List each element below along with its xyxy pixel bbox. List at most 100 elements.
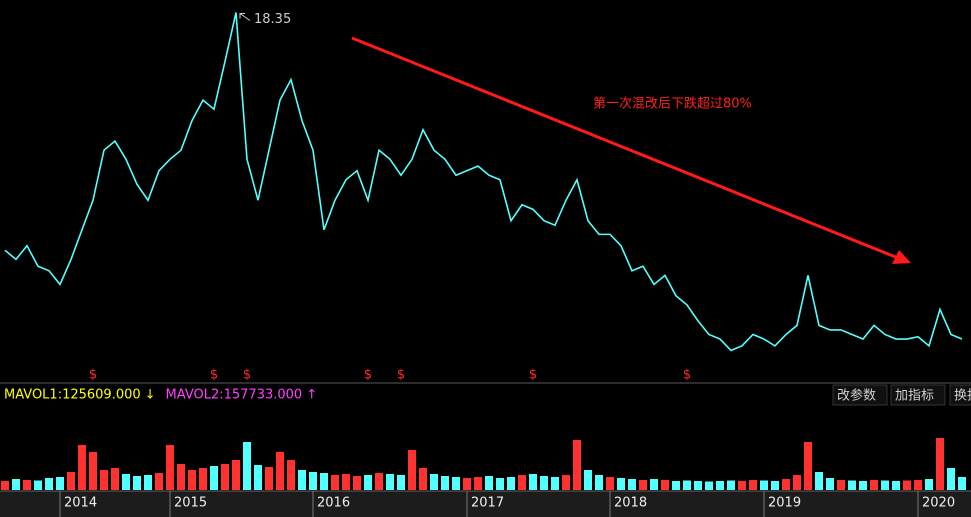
- volume-bar: [463, 478, 471, 490]
- volume-bar: [848, 480, 856, 490]
- volume-bar: [188, 470, 196, 490]
- volume-bar: [221, 464, 229, 490]
- volume-bar: [408, 450, 416, 490]
- volume-bar: [903, 480, 911, 490]
- volume-bar: [320, 473, 328, 490]
- volume-bar: [232, 460, 240, 490]
- x-axis-strip: [0, 491, 971, 517]
- volume-bar: [694, 481, 702, 490]
- volume-bar: [133, 476, 141, 490]
- volume-bar: [529, 474, 537, 490]
- volume-bar: [518, 475, 526, 490]
- volume-bar: [870, 480, 878, 490]
- event-marker: $: [210, 368, 218, 383]
- volume-bar: [166, 445, 174, 490]
- peak-pointer-head: [239, 13, 245, 19]
- volume-bar: [155, 473, 163, 490]
- volume-bar: [540, 476, 548, 490]
- volume-bar: [144, 475, 152, 490]
- toolbar-button[interactable]: 换指标: [954, 389, 971, 404]
- toolbar-button-bg: [949, 384, 971, 406]
- toolbar-button[interactable]: 加指标: [895, 389, 934, 404]
- x-tick-label: 2014: [64, 496, 97, 511]
- volume-bar: [67, 472, 75, 490]
- trend-arrow: [351, 36, 899, 260]
- volume-bar: [496, 478, 504, 490]
- volume-bar: [199, 468, 207, 490]
- toolbar-button-bg: [832, 384, 888, 406]
- volume-bar: [815, 472, 823, 490]
- volume-bar: [111, 468, 119, 490]
- indicator-arrow: ↓: [145, 388, 156, 403]
- volume-bar: [551, 477, 559, 490]
- volume-bar: [650, 479, 658, 490]
- volume-bar: [771, 481, 779, 490]
- x-tick-label: 2020: [922, 496, 955, 511]
- volume-bar: [804, 442, 812, 490]
- volume-bar: [45, 478, 53, 490]
- volume-bar: [914, 480, 922, 490]
- volume-bar: [859, 481, 867, 490]
- volume-bar: [727, 480, 735, 490]
- volume-bar: [683, 480, 691, 490]
- price-line: [4, 12, 963, 352]
- peak-label: 18.35: [254, 12, 291, 27]
- volume-bar: [716, 481, 724, 490]
- volume-bar: [628, 479, 636, 490]
- volume-bar: [254, 465, 262, 490]
- volume-bar: [386, 474, 394, 490]
- volume-bar: [749, 480, 757, 490]
- toolbar-button[interactable]: 改参数: [837, 388, 876, 404]
- volume-bar: [881, 480, 889, 490]
- indicator-label: MAVOL1:125609.000: [4, 388, 141, 403]
- volume-bar: [936, 438, 944, 490]
- volume-bar: [419, 468, 427, 490]
- volume-bar: [430, 474, 438, 490]
- volume-bar: [287, 460, 295, 490]
- volume-bar: [298, 470, 306, 490]
- toolbar-button-bg: [890, 384, 946, 406]
- volume-bar: [639, 480, 647, 490]
- volume-bar: [309, 472, 317, 490]
- volume-bar: [507, 477, 515, 490]
- volume-bar: [584, 470, 592, 490]
- volume-bar: [595, 475, 603, 490]
- volume-bar: [606, 477, 614, 490]
- volume-bar: [342, 474, 350, 490]
- event-marker: $: [529, 368, 537, 383]
- volume-bar: [23, 480, 31, 490]
- x-tick-label: 2019: [768, 496, 801, 511]
- volume-bar: [738, 481, 746, 490]
- volume-bar: [485, 476, 493, 490]
- volume-bar: [562, 475, 570, 490]
- volume-bar: [353, 476, 361, 490]
- volume-bar: [892, 481, 900, 490]
- volume-bar: [100, 470, 108, 490]
- event-marker: $: [397, 368, 405, 383]
- volume-bar: [265, 467, 273, 490]
- volume-bar: [793, 475, 801, 490]
- peak-pointer: [239, 13, 251, 21]
- volume-bar: [78, 445, 86, 490]
- x-tick-label: 2018: [614, 496, 647, 511]
- volume-bar: [364, 475, 372, 490]
- event-marker: $: [89, 368, 97, 383]
- x-tick-label: 2017: [471, 496, 504, 511]
- volume-bar: [573, 440, 581, 490]
- volume-bar: [958, 477, 966, 490]
- volume-bar: [672, 481, 680, 490]
- x-tick-label: 2016: [317, 496, 350, 511]
- x-tick-label: 2015: [174, 496, 207, 511]
- volume-bar: [1, 481, 9, 490]
- volume-bar: [276, 452, 284, 490]
- volume-bar: [331, 475, 339, 490]
- trend-arrow-head: [892, 250, 911, 264]
- volume-bar: [375, 473, 383, 490]
- volume-bar: [397, 475, 405, 490]
- volume-bar: [56, 477, 64, 490]
- volume-bar: [452, 477, 460, 490]
- indicator-label: MAVOL2:157733.000: [166, 388, 303, 403]
